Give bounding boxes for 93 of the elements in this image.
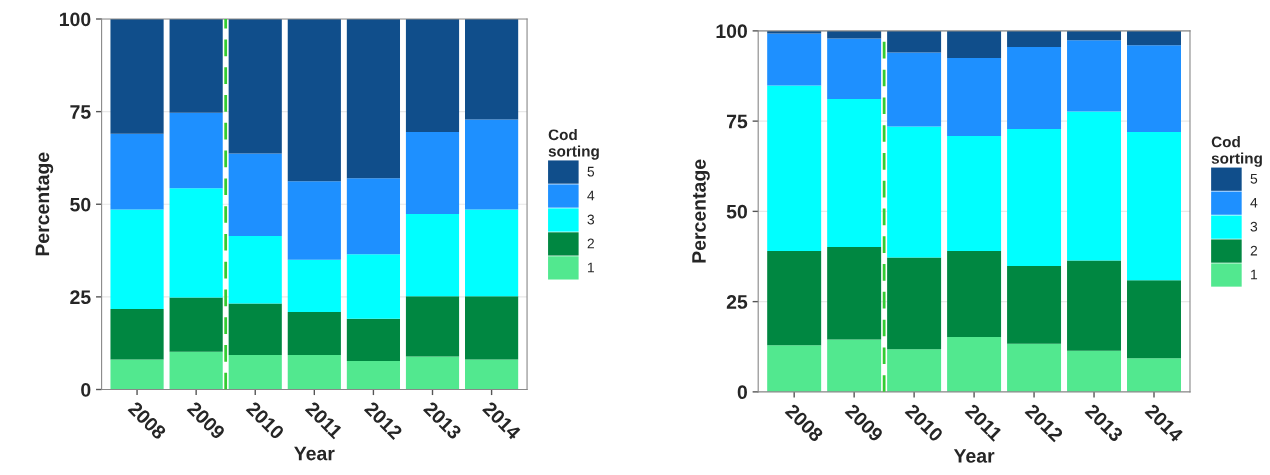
- bar: [827, 38, 882, 100]
- bar: [110, 309, 164, 360]
- bar: [169, 188, 223, 298]
- bar: [405, 213, 460, 297]
- legend-label: 1: [588, 262, 594, 273]
- bar: [110, 133, 164, 210]
- bar: [1007, 129, 1062, 266]
- bar: [228, 355, 282, 390]
- bar: [887, 126, 942, 258]
- y-tick-label: 25: [726, 295, 748, 309]
- bar: [1007, 265, 1062, 344]
- bar: [1067, 111, 1122, 261]
- bar: [887, 257, 942, 350]
- bar: [1127, 45, 1181, 132]
- legend-label: 5: [587, 166, 595, 177]
- bar: [887, 52, 942, 127]
- bar: [1007, 30, 1062, 48]
- y-tick-label: 75: [70, 105, 91, 119]
- bar: [1127, 131, 1181, 281]
- x-axis-title: Year: [294, 446, 335, 461]
- bar: [346, 178, 401, 255]
- bar: [1067, 40, 1122, 112]
- bar: [346, 254, 401, 319]
- bar: [887, 30, 942, 53]
- bar: [465, 359, 519, 390]
- bar: [287, 19, 341, 182]
- legend-label: 3: [587, 214, 595, 225]
- bar: [1007, 47, 1062, 130]
- bar: [1067, 260, 1122, 351]
- y-tick-label: 100: [716, 24, 747, 39]
- bar: [287, 355, 341, 390]
- bar: [228, 153, 282, 237]
- bar: [169, 19, 223, 113]
- bar: [947, 251, 1002, 337]
- bar: [346, 19, 401, 179]
- bar: [767, 33, 822, 86]
- bar: [827, 339, 882, 392]
- y-axis-title: Percentage: [35, 152, 54, 256]
- bar: [465, 119, 519, 210]
- bar: [947, 57, 1002, 136]
- bar: [287, 259, 341, 313]
- bar: [1067, 350, 1122, 392]
- legend-label: 3: [1250, 221, 1258, 232]
- y-tick-label: 0: [81, 382, 91, 397]
- bar: [287, 312, 341, 356]
- bar: [110, 359, 164, 390]
- bar: [767, 85, 822, 252]
- bar: [346, 318, 401, 361]
- bar: [228, 303, 282, 356]
- bar: [405, 19, 460, 132]
- bar: [465, 209, 519, 297]
- y-tick-label: 75: [726, 114, 748, 129]
- bar: [110, 209, 164, 310]
- legend-label: 2: [1250, 245, 1258, 256]
- y-tick-label: 100: [59, 12, 91, 27]
- bar: [405, 296, 460, 357]
- bar: [405, 132, 460, 214]
- bar: [465, 19, 519, 120]
- bar: [346, 360, 401, 390]
- bar: [405, 356, 460, 390]
- bar: [287, 181, 341, 260]
- bar: [947, 30, 1002, 58]
- bar: [947, 337, 1002, 392]
- y-tick-label: 25: [70, 290, 91, 305]
- y-tick-label: 0: [737, 385, 747, 400]
- y-tick-label: 50: [726, 204, 747, 219]
- legend-title: Cod sorting: [1211, 136, 1262, 167]
- legend-label: 4: [1250, 197, 1258, 208]
- legend-label: 1: [1251, 269, 1258, 280]
- bar: [169, 297, 223, 352]
- bar: [169, 112, 223, 189]
- bar: [465, 296, 519, 360]
- bar: [947, 135, 1002, 252]
- y-tick-label: 50: [70, 197, 91, 212]
- bar: [887, 349, 942, 392]
- bar: [1127, 280, 1181, 359]
- bar: [228, 236, 282, 304]
- x-axis-title: Year: [953, 449, 995, 463]
- legend-label: 4: [587, 190, 595, 201]
- bar: [767, 251, 822, 346]
- legend-label: 2: [587, 238, 594, 249]
- bar: [1127, 358, 1181, 392]
- bar: [1127, 30, 1181, 46]
- bar: [228, 19, 282, 154]
- legend-title: Cod sorting: [548, 128, 599, 160]
- bar: [169, 351, 223, 390]
- bar: [767, 345, 822, 392]
- bar: [110, 19, 164, 134]
- bar: [1007, 343, 1062, 392]
- y-axis-title: Percentage: [692, 159, 710, 263]
- bar: [827, 247, 882, 340]
- legend-label: 5: [1250, 173, 1258, 184]
- bar: [827, 99, 882, 248]
